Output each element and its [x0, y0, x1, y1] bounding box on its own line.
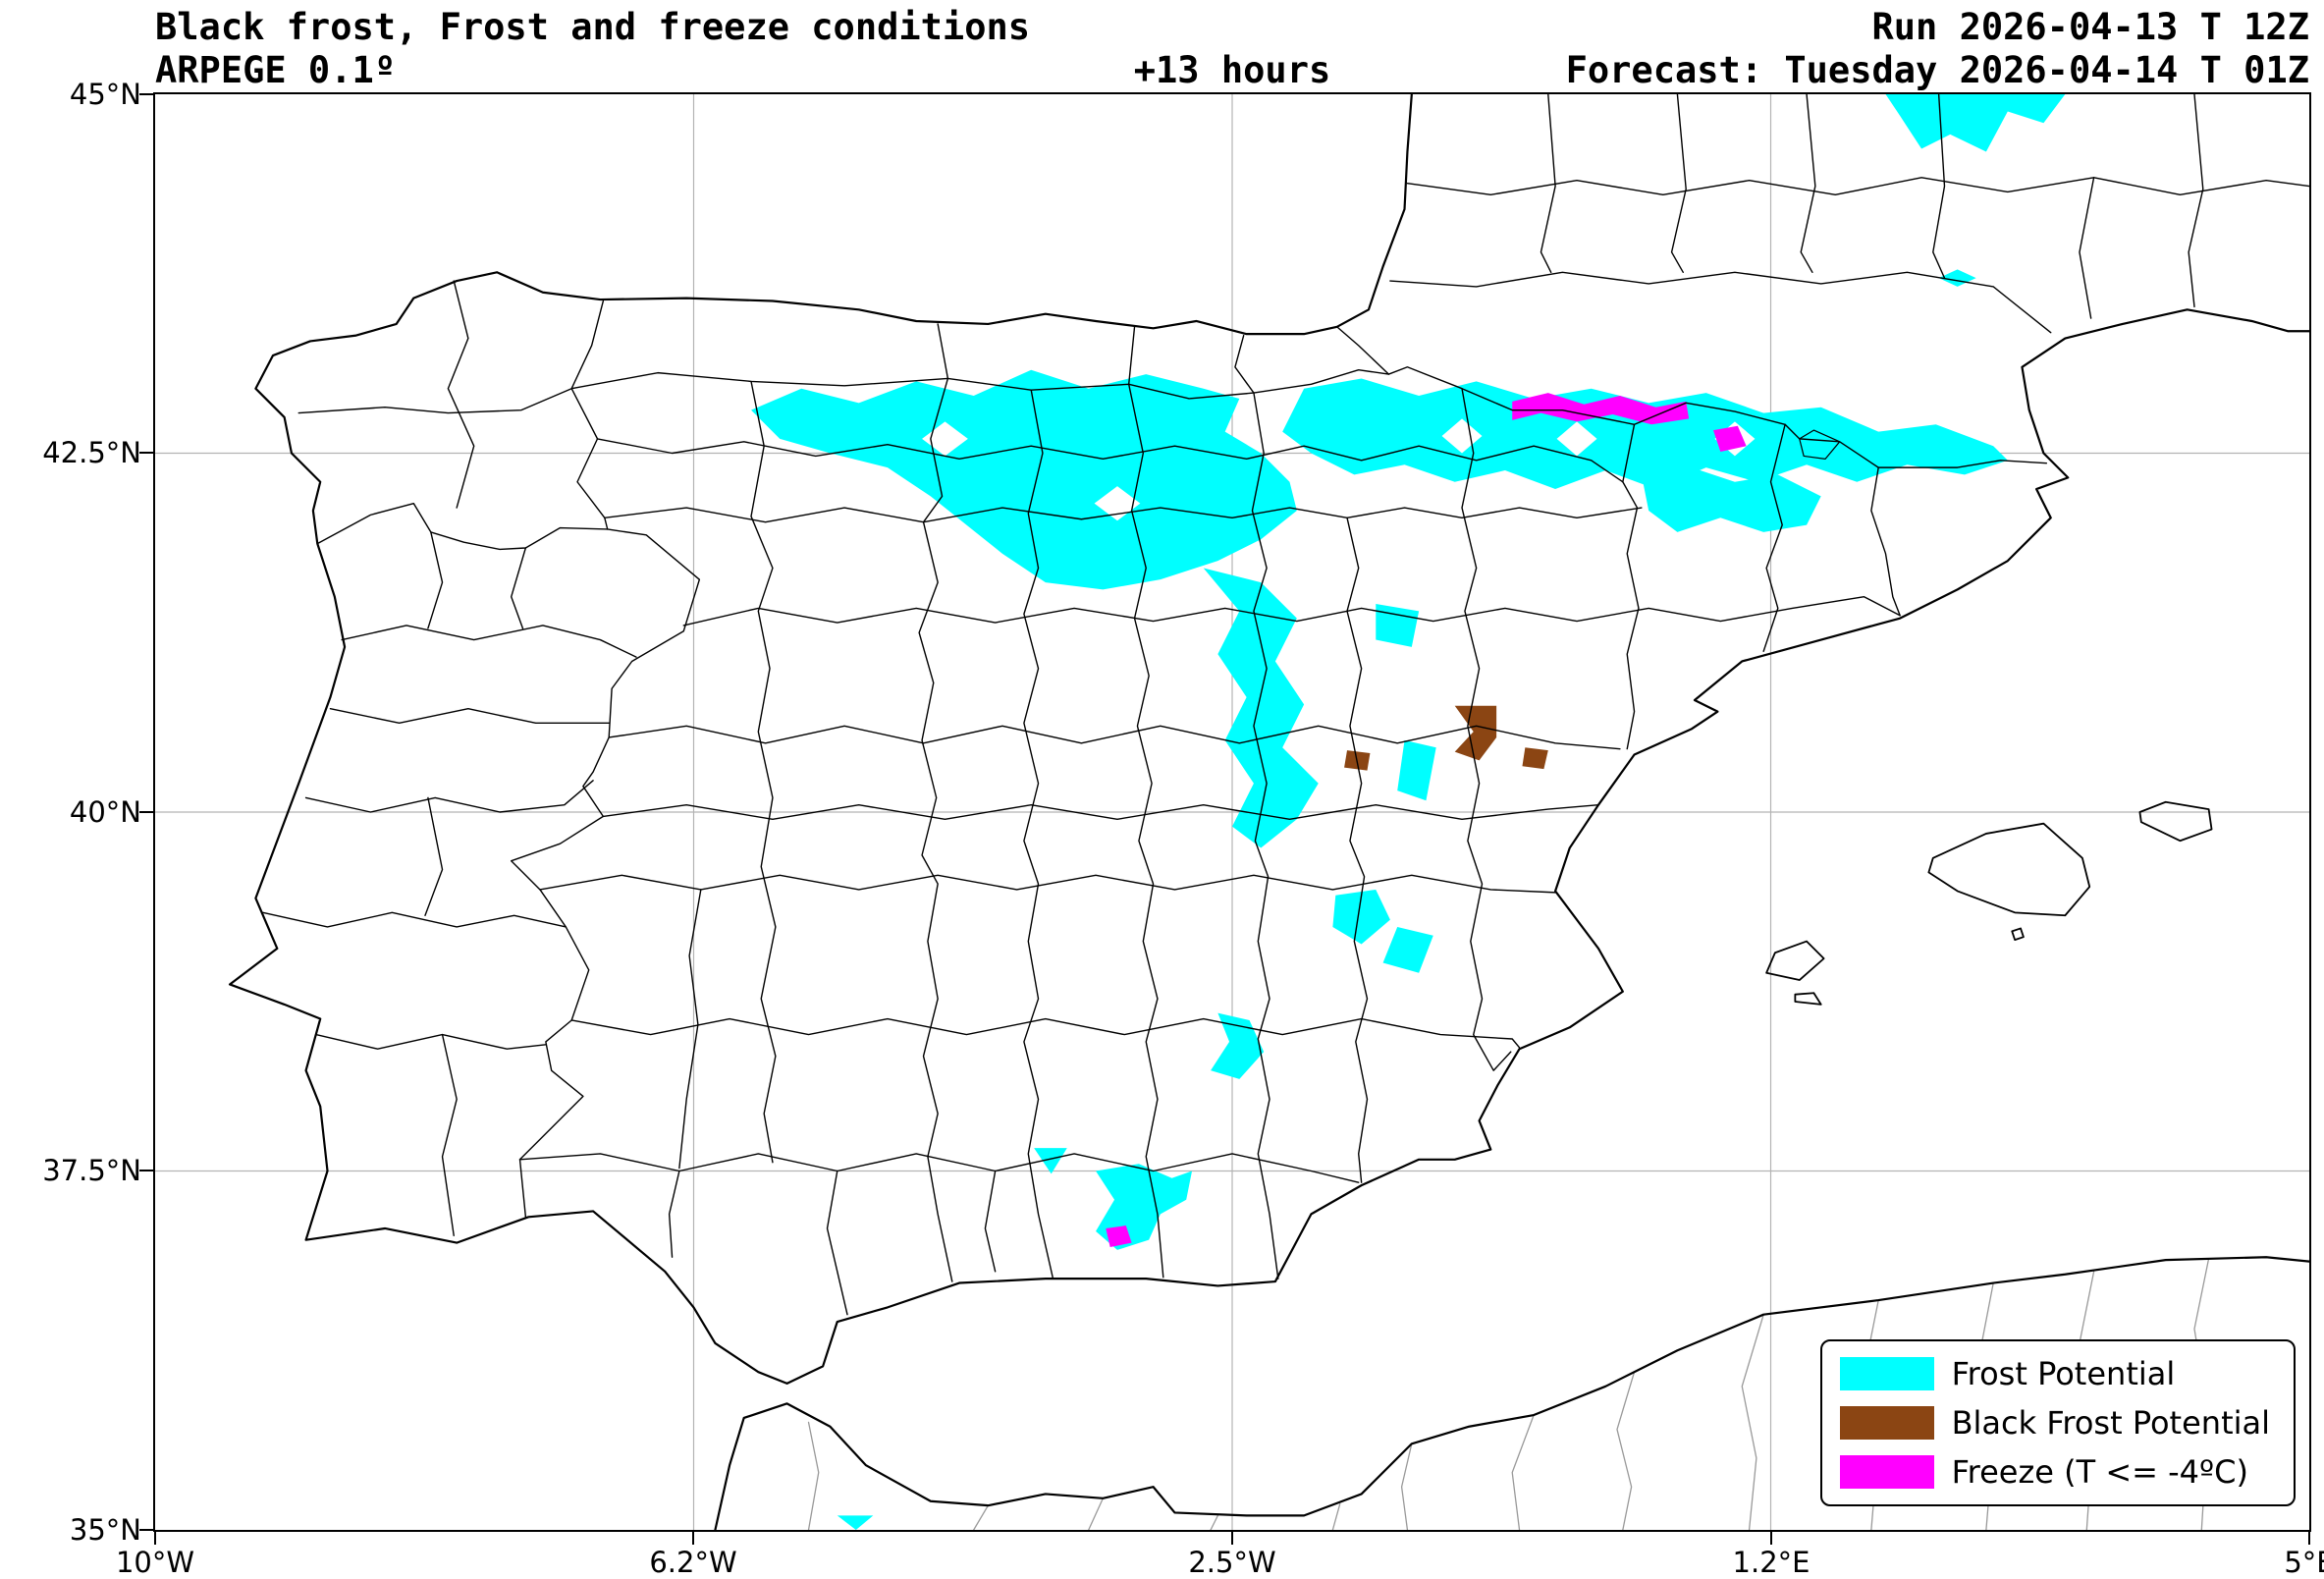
gridlines	[155, 94, 2309, 1530]
x-tick-label-1-2e: 1.2°E	[1732, 1546, 1811, 1579]
x-tick-mark	[2308, 1532, 2310, 1545]
x-tick-label-6-2w: 6.2°W	[649, 1546, 737, 1579]
forecast-label: Forecast: Tuesday 2026-04-14 T 01Z	[1565, 49, 2309, 91]
y-tick-label-42-5n: 42.5°N	[42, 436, 141, 469]
frost-label: Frost Potential	[1951, 1355, 2176, 1392]
black-frost-label: Black Frost Potential	[1951, 1404, 2270, 1442]
y-tick-mark	[139, 811, 153, 813]
x-tick-mark	[1231, 1532, 1233, 1545]
frost-overlays	[751, 94, 2066, 1530]
legend: Frost Potential Black Frost Potential Fr…	[1819, 1339, 2296, 1506]
map-svg	[155, 94, 2309, 1530]
legend-item-freeze: Freeze (T <= -4ºC)	[1839, 1453, 2270, 1491]
y-tick-label-40n: 40°N	[69, 795, 141, 829]
run-label: Run 2026-04-13 T 12Z	[1871, 6, 2309, 48]
x-tick-label-2-5w: 2.5°W	[1188, 1546, 1276, 1579]
frost-swatch	[1839, 1357, 1934, 1390]
map-plot: Frost Potential Black Frost Potential Fr…	[153, 92, 2311, 1532]
x-tick-mark	[154, 1532, 156, 1545]
model-label: ARPEGE 0.1º	[155, 49, 397, 91]
y-tick-label-45n: 45°N	[69, 78, 141, 111]
y-tick-mark	[139, 93, 153, 95]
y-tick-label-35n: 35°N	[69, 1513, 141, 1547]
y-tick-mark	[139, 1170, 153, 1171]
black-frost-swatch	[1839, 1406, 1934, 1440]
figure-title: Black frost, Frost and freeze conditions	[155, 6, 1031, 48]
x-tick-label-5e: 5°E	[2284, 1546, 2324, 1579]
freeze-swatch	[1839, 1455, 1934, 1489]
freeze-label: Freeze (T <= -4ºC)	[1951, 1453, 2248, 1491]
legend-item-black-frost: Black Frost Potential	[1839, 1404, 2270, 1442]
y-tick-mark	[139, 452, 153, 454]
legend-item-frost: Frost Potential	[1839, 1355, 2270, 1392]
y-tick-mark	[139, 1529, 153, 1531]
x-tick-mark	[1770, 1532, 1772, 1545]
x-tick-mark	[692, 1532, 694, 1545]
y-tick-label-37-5n: 37.5°N	[42, 1154, 141, 1187]
x-tick-label-10w: 10°W	[115, 1546, 195, 1579]
lead-time-label: +13 hours	[1133, 49, 1331, 91]
